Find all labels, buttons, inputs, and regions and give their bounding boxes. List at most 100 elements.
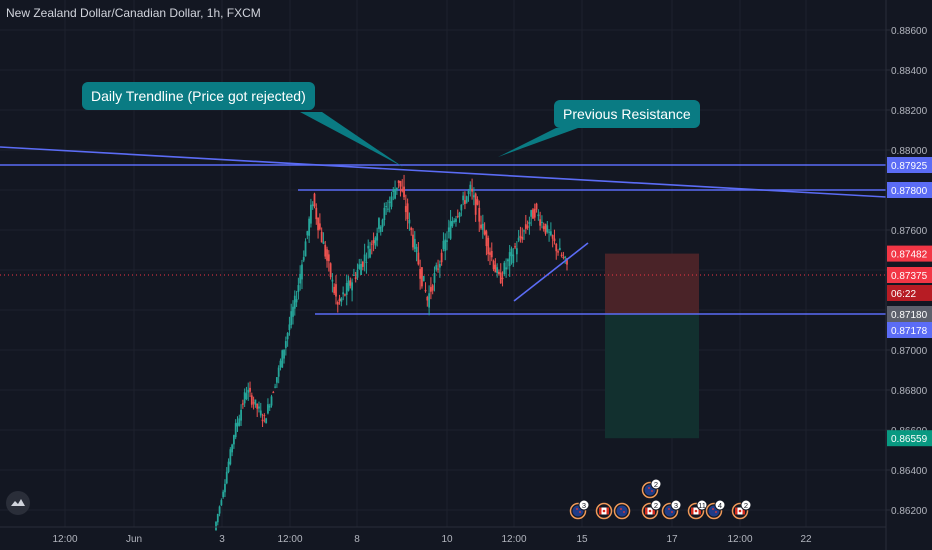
- time-axis-ticks: 12:00 Jun 3 12:00 8 10 12:00 15 17 12:00 22: [52, 534, 812, 545]
- candle: [406, 198, 409, 230]
- candle: [340, 297, 343, 307]
- svg-text:3: 3: [582, 501, 586, 510]
- svg-text:0.86559: 0.86559: [891, 434, 928, 445]
- svg-text:2: 2: [654, 480, 658, 489]
- candle: [558, 238, 561, 251]
- svg-text:06:22: 06:22: [891, 289, 916, 300]
- new-zealand-event-icon[interactable]: 3: [569, 499, 590, 520]
- candle: [252, 396, 255, 410]
- target-price-badge: 0.86559: [887, 430, 932, 447]
- price-tick-label: 0.87600: [891, 226, 928, 237]
- candle: [456, 209, 459, 219]
- candle: [310, 198, 312, 228]
- candle: [557, 249, 559, 256]
- candle: [322, 232, 325, 245]
- candle: [451, 216, 454, 228]
- candle: [417, 241, 420, 266]
- candle: [523, 229, 525, 240]
- price-tick-label: 0.86400: [891, 466, 928, 477]
- canada-event-icon[interactable]: 11: [687, 499, 708, 520]
- candle: [263, 413, 266, 423]
- candle: [505, 258, 508, 278]
- candle: [370, 240, 373, 255]
- time-tick-label: 3: [219, 534, 225, 545]
- candle: [265, 417, 268, 424]
- candle: [311, 201, 314, 210]
- candle: [433, 266, 436, 292]
- candle: [521, 227, 524, 243]
- candle: [429, 277, 432, 300]
- candle: [446, 231, 448, 251]
- stop-loss-zone[interactable]: [605, 253, 699, 314]
- candlesticks: [215, 174, 568, 531]
- candle: [338, 294, 341, 305]
- callout-daily-trendline[interactable]: Daily Trendline (Price got rejected): [82, 82, 315, 110]
- candle: [490, 242, 493, 262]
- candle: [447, 219, 450, 239]
- event-count-badge: 2: [650, 499, 662, 511]
- candle: [275, 377, 278, 389]
- event-count-badge: 11: [696, 499, 708, 511]
- candle: [329, 262, 332, 280]
- new-zealand-event-icon[interactable]: 2: [641, 478, 662, 499]
- time-tick-label: 12:00: [727, 534, 752, 545]
- candle: [478, 200, 481, 232]
- canada-event-icon[interactable]: 2: [731, 499, 752, 520]
- svg-text:3: 3: [674, 501, 678, 510]
- candle: [245, 386, 248, 401]
- candle: [510, 246, 513, 265]
- candle: [234, 419, 237, 440]
- candle: [358, 258, 361, 270]
- new-zealand-event-icon[interactable]: 3: [661, 499, 682, 520]
- candle: [464, 191, 466, 210]
- price-tick-label: 0.88000: [891, 146, 928, 157]
- tradingview-logo-icon[interactable]: [6, 491, 30, 515]
- candle: [297, 277, 300, 300]
- price-tick-label: 0.88200: [891, 106, 928, 117]
- candle: [281, 349, 284, 369]
- price-badge-87925: 0.87925: [887, 157, 932, 173]
- canada-event-icon[interactable]: [595, 502, 613, 520]
- candle: [326, 246, 328, 268]
- candle: [469, 181, 472, 197]
- candle: [528, 216, 531, 235]
- callout-pointers: [300, 112, 578, 167]
- candle: [374, 236, 377, 249]
- candle: [390, 191, 393, 210]
- candle: [225, 467, 228, 485]
- candle: [318, 213, 321, 231]
- candle: [256, 403, 259, 418]
- callout-previous-resistance[interactable]: Previous Resistance: [554, 100, 700, 128]
- new-zealand-event-icon[interactable]: 4: [705, 499, 726, 520]
- candle: [272, 390, 275, 394]
- candle: [474, 192, 477, 222]
- candle: [301, 259, 303, 290]
- price-badge-87482: 0.87482: [887, 245, 932, 262]
- candle: [365, 252, 368, 274]
- new-zealand-event-icon[interactable]: [613, 502, 631, 520]
- candle: [247, 382, 250, 401]
- rising-support-trendline[interactable]: [513, 242, 589, 302]
- candle: [515, 241, 518, 263]
- candle: [236, 416, 239, 432]
- candle: [412, 228, 414, 251]
- candle: [555, 242, 558, 260]
- candle: [258, 401, 260, 413]
- candle: [424, 282, 427, 293]
- candle: [286, 331, 289, 347]
- candle: [333, 283, 336, 295]
- svg-text:0.87800: 0.87800: [891, 186, 928, 197]
- candle: [428, 285, 431, 316]
- candle: [250, 392, 253, 408]
- candle: [335, 275, 337, 305]
- candle: [383, 202, 386, 226]
- candle: [465, 195, 468, 204]
- daily-trendline[interactable]: [0, 146, 887, 198]
- take-profit-zone[interactable]: [605, 314, 699, 439]
- event-count-badge: 3: [670, 499, 682, 511]
- candle: [403, 174, 405, 201]
- canada-event-icon[interactable]: 2: [641, 499, 662, 520]
- price-tick-label: 0.88600: [891, 26, 928, 37]
- candle: [524, 214, 527, 234]
